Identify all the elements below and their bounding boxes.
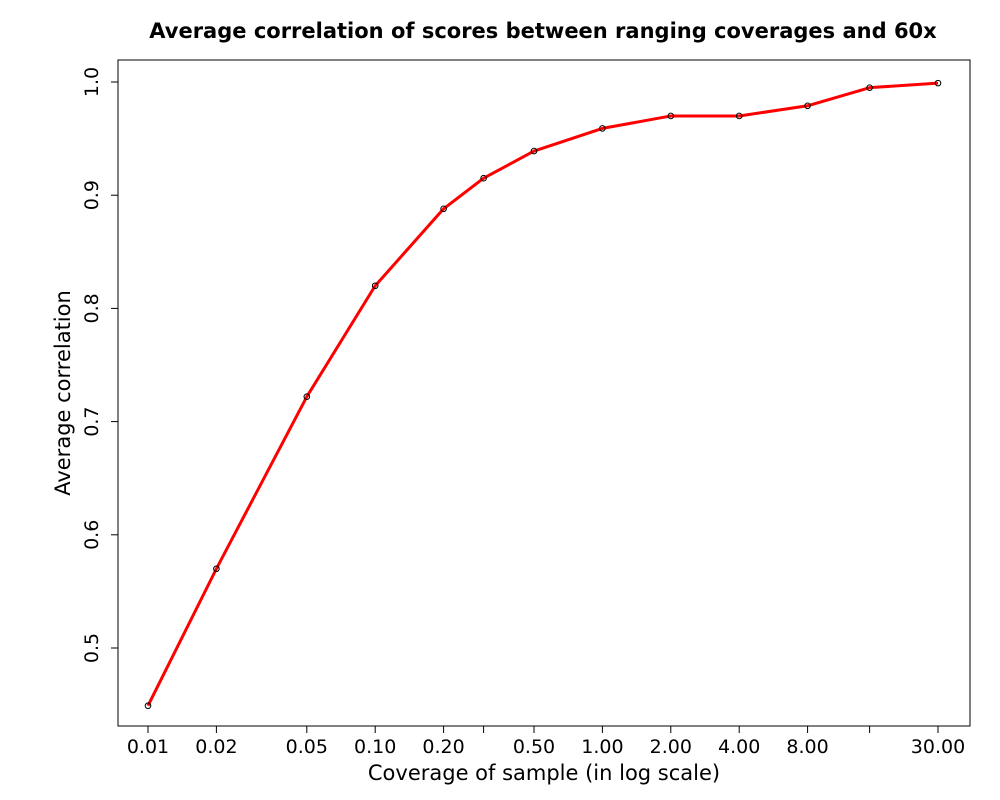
y-tick-label: 0.8 <box>81 293 103 323</box>
x-tick-label: 0.50 <box>513 736 555 758</box>
plot-frame <box>117 59 971 727</box>
data-point <box>480 174 487 182</box>
data-point <box>599 125 606 132</box>
data-point <box>144 702 152 710</box>
x-tick-label: 0.02 <box>195 736 237 758</box>
data-point <box>303 393 311 400</box>
x-tick-label: 30.00 <box>911 736 965 758</box>
x-tick-label: 0.20 <box>422 736 464 758</box>
x-axis-label: Coverage of sample (in log scale) <box>368 761 720 785</box>
x-tick-label: 0.01 <box>127 736 169 758</box>
x-tick-label: 4.00 <box>718 736 760 758</box>
data-point <box>866 84 873 91</box>
y-tick-label: 0.7 <box>81 406 103 436</box>
x-tick-label: 0.05 <box>286 736 328 758</box>
x-tick-label: 8.00 <box>786 736 828 758</box>
x-tick-label: 2.00 <box>650 736 692 758</box>
data-point <box>667 112 675 120</box>
data-point <box>804 102 811 110</box>
y-tick-label: 0.6 <box>81 520 103 550</box>
series-layer <box>146 81 939 707</box>
chart-title: Average correlation of scores between ra… <box>149 19 937 43</box>
series-line <box>146 81 939 707</box>
y-axis-label: Average correlation <box>51 290 75 496</box>
marker-layer <box>144 79 942 710</box>
data-point <box>934 79 942 87</box>
data-point <box>530 147 538 155</box>
y-tick-label: 0.9 <box>81 180 103 210</box>
x-tick-label: 0.10 <box>354 736 396 758</box>
data-point <box>371 282 379 290</box>
data-point <box>735 112 743 120</box>
x-tick-label: 1.00 <box>581 736 623 758</box>
x-axis: 0.01 0.02 0.05 0.10 0.20 0.50 1.00 2.00 4.00 8.00… <box>127 726 965 758</box>
y-tick-label: 0.5 <box>81 633 103 663</box>
y-axis: 0.5 0.6 0.7 0.8 0.9 1.0 <box>81 67 118 663</box>
data-point <box>213 565 220 573</box>
y-tick-label: 1.0 <box>81 67 103 97</box>
data-point <box>440 205 447 213</box>
